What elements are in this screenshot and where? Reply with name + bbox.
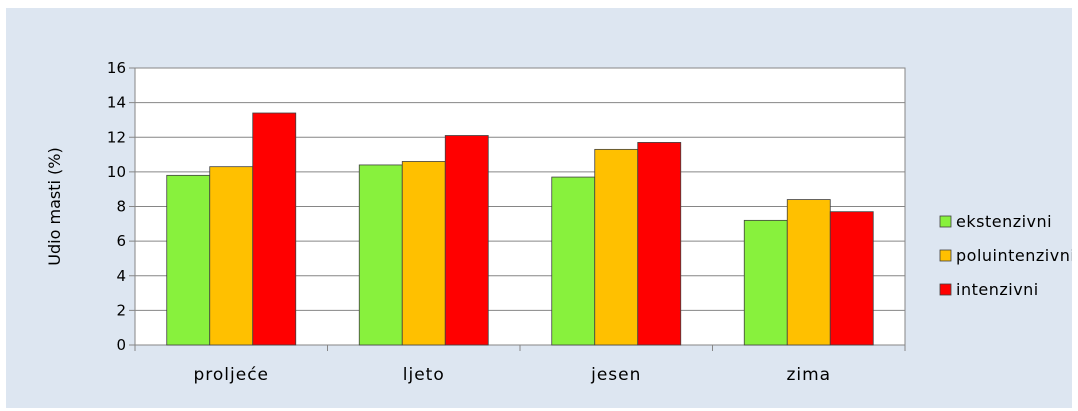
legend: ekstenzivni poluintenzivni intenzivni xyxy=(939,212,1072,299)
y-axis-ticks: 0 2 4 6 8 10 12 14 16 xyxy=(107,59,126,354)
legend-label-poluintenzivni: poluintenzivni xyxy=(956,246,1072,265)
legend-label-ekstenzivni: ekstenzivni xyxy=(956,212,1052,231)
bar-ekstenzivni-2 xyxy=(551,176,596,346)
legend-swatch-intenzivni xyxy=(939,283,952,296)
y-tick-label: 14 xyxy=(107,94,126,112)
y-tick-label: 4 xyxy=(116,267,126,285)
y-tick-label: 16 xyxy=(107,59,126,77)
y-axis-label: Udio masti (%) xyxy=(45,147,64,265)
x-category-label: jesen xyxy=(590,365,641,385)
bar-ekstenzivni-0 xyxy=(166,174,211,346)
bar-poluintenzivni-0 xyxy=(209,166,254,346)
bar-ekstenzivni-1 xyxy=(358,164,403,346)
chart-panel: 0 2 4 6 8 10 12 14 16 proljeće ljeto jesen zima Udi… xyxy=(6,8,1072,408)
bars xyxy=(166,112,874,346)
bar-poluintenzivni-1 xyxy=(401,161,446,346)
x-category-label: zima xyxy=(786,365,831,385)
x-category-label: proljeće xyxy=(193,365,269,385)
legend-swatch-poluintenzivni xyxy=(939,249,952,262)
y-tick-label: 8 xyxy=(116,198,126,216)
bar-poluintenzivni-2 xyxy=(594,148,639,346)
bar-ekstenzivni-3 xyxy=(743,219,788,346)
y-tick-label: 0 xyxy=(116,336,126,354)
legend-label-intenzivni: intenzivni xyxy=(956,280,1039,299)
legend-swatch-ekstenzivni xyxy=(939,215,952,228)
x-category-label: ljeto xyxy=(403,365,445,385)
y-tick-label: 6 xyxy=(116,232,126,250)
bar-intenzivni-2 xyxy=(637,142,682,346)
y-tick-label: 12 xyxy=(107,128,126,146)
bar-intenzivni-3 xyxy=(829,211,874,346)
y-tick-label: 2 xyxy=(116,301,126,319)
bar-intenzivni-0 xyxy=(252,112,297,346)
y-tick-label: 10 xyxy=(107,163,126,181)
x-axis-categories: proljeće ljeto jesen zima xyxy=(193,365,831,385)
bar-intenzivni-1 xyxy=(444,135,489,346)
bar-poluintenzivni-3 xyxy=(786,199,831,346)
bar-chart: 0 2 4 6 8 10 12 14 16 proljeće ljeto jesen zima Udi… xyxy=(45,59,1072,385)
